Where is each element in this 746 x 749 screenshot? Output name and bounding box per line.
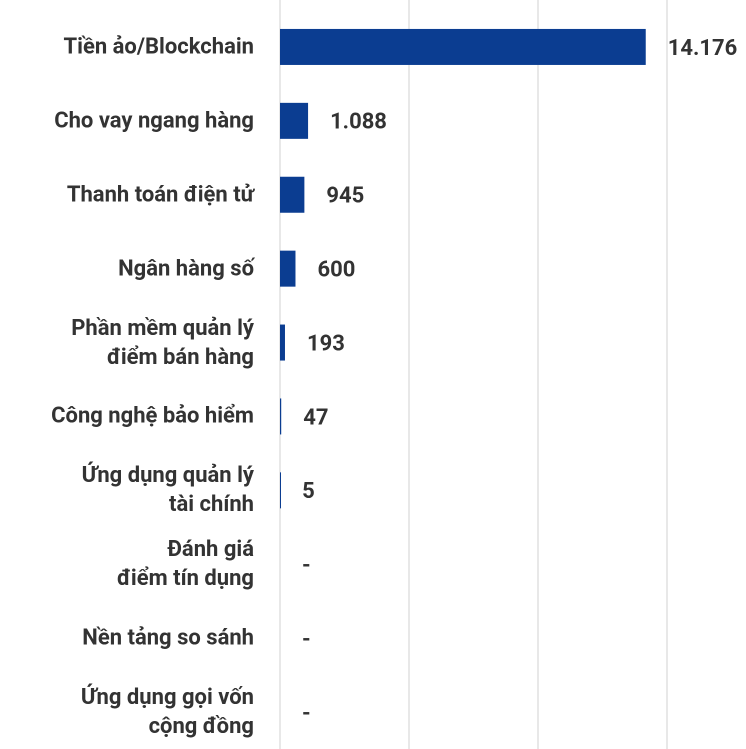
category-label: Phần mềm quản lý điểm bán hàng — [71, 315, 254, 370]
category-label: Cho vay ngang hàng — [54, 108, 254, 134]
bar — [280, 102, 309, 139]
category-label: Công nghệ bảo hiểm — [51, 403, 254, 429]
bar — [280, 28, 646, 65]
category-label: Ngân hàng số — [118, 256, 254, 282]
bar — [280, 324, 285, 361]
category-label: Thanh toán điện tử — [66, 182, 254, 208]
bar — [280, 472, 281, 509]
bar — [280, 176, 305, 213]
value-label: 47 — [303, 405, 328, 430]
category-label: Ứng dụng gọi vốn cộng đồng — [80, 685, 254, 740]
value-label: - — [302, 627, 311, 652]
value-label: 600 — [317, 257, 355, 282]
value-label: 1.088 — [330, 110, 387, 135]
value-label: 193 — [307, 331, 345, 356]
category-label: Ứng dụng quản lý tài chính — [81, 463, 254, 518]
bar — [280, 398, 282, 435]
category-label: Đánh giá điểm tín dụng — [117, 537, 254, 592]
category-label: Nền tảng so sánh — [82, 625, 254, 651]
category-label: Tiền ảo/Blockchain — [63, 34, 254, 60]
value-label: 5 — [302, 479, 315, 504]
value-label: 945 — [326, 184, 364, 209]
value-label: - — [302, 553, 311, 578]
bar — [280, 250, 296, 287]
value-label: 14.176 — [668, 36, 738, 61]
value-label: - — [302, 701, 311, 726]
